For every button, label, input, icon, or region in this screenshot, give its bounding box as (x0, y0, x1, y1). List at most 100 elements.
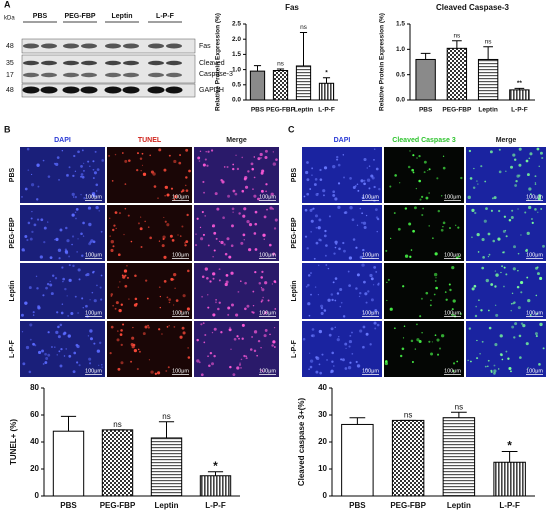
cell (308, 314, 311, 317)
cell (230, 244, 234, 248)
cell (430, 299, 432, 301)
cell (321, 353, 324, 356)
cell (377, 283, 380, 286)
cell (390, 237, 392, 240)
cell (314, 214, 318, 218)
cell (460, 176, 463, 180)
cell (342, 315, 346, 318)
cell (206, 276, 209, 280)
cell (164, 194, 166, 197)
scale-label: 100μm (362, 252, 379, 258)
cell (120, 343, 123, 347)
cell (154, 372, 158, 375)
cell (531, 218, 533, 220)
cell (149, 236, 152, 240)
blot-band (63, 43, 79, 49)
cell (260, 189, 264, 193)
band-label: Cleaved (199, 60, 225, 67)
error-bar (60, 415, 77, 432)
cell (49, 256, 53, 260)
cell (128, 159, 131, 162)
cell (127, 214, 130, 217)
cell (440, 228, 444, 232)
cell (173, 326, 176, 328)
cell (240, 358, 243, 361)
cell (140, 169, 142, 172)
cell (512, 153, 516, 157)
cell (123, 233, 125, 236)
cell (511, 292, 514, 295)
cell (493, 372, 496, 375)
blot-unit: kDa (4, 16, 15, 22)
cell (272, 151, 275, 153)
bar (199, 475, 232, 497)
cell (480, 165, 483, 168)
blot-band (41, 72, 57, 78)
cell (494, 270, 497, 272)
cell (209, 280, 212, 283)
cell (207, 306, 210, 309)
cell (422, 207, 424, 210)
cell (501, 265, 503, 268)
cell (163, 255, 167, 259)
cell (360, 221, 364, 224)
cell (471, 236, 473, 239)
cell (474, 314, 478, 318)
cell (268, 243, 272, 247)
cell (373, 158, 375, 161)
cell (330, 293, 334, 296)
cell (148, 359, 151, 361)
cell (338, 247, 341, 251)
cell (497, 237, 501, 241)
y-tick-label: 80 (30, 383, 39, 392)
cell (336, 338, 340, 342)
cell (387, 278, 390, 281)
cell (342, 241, 345, 245)
cell (514, 184, 517, 187)
cell (87, 160, 90, 163)
bar (272, 70, 289, 101)
x-tick-label: L-P-F (205, 501, 226, 510)
cell (537, 197, 542, 201)
cell (402, 285, 405, 288)
cell (175, 299, 179, 302)
cell (526, 276, 529, 279)
cell (36, 163, 40, 167)
significance: ns (277, 61, 285, 68)
scale-label: 100μm (172, 194, 189, 200)
cell (32, 314, 35, 316)
cell (361, 263, 365, 267)
cell (363, 312, 365, 315)
cell (134, 274, 137, 278)
blot-strip (21, 54, 196, 84)
error-bar (276, 68, 285, 71)
cell (484, 365, 487, 368)
cell (225, 280, 229, 284)
cell (101, 364, 103, 366)
cell (334, 299, 337, 302)
scale-label: 100μm (85, 310, 102, 316)
cell (355, 360, 358, 364)
cell (378, 282, 380, 284)
cell (498, 209, 501, 213)
cell (456, 360, 459, 363)
blot-band (63, 72, 79, 78)
cell (269, 333, 271, 336)
cell (334, 197, 338, 201)
cell (434, 334, 437, 336)
cell (542, 244, 545, 248)
cell (337, 163, 341, 167)
micrograph (194, 263, 279, 319)
cell (332, 164, 336, 169)
cell (62, 277, 65, 281)
cell (389, 307, 393, 311)
x-tick-label: PBS (349, 501, 366, 510)
blot-band (81, 72, 97, 78)
cell (535, 294, 538, 297)
cell (124, 183, 127, 185)
cell (510, 302, 513, 305)
cell (338, 336, 340, 338)
cell (178, 161, 182, 165)
cell (475, 305, 477, 308)
cell (194, 244, 198, 247)
